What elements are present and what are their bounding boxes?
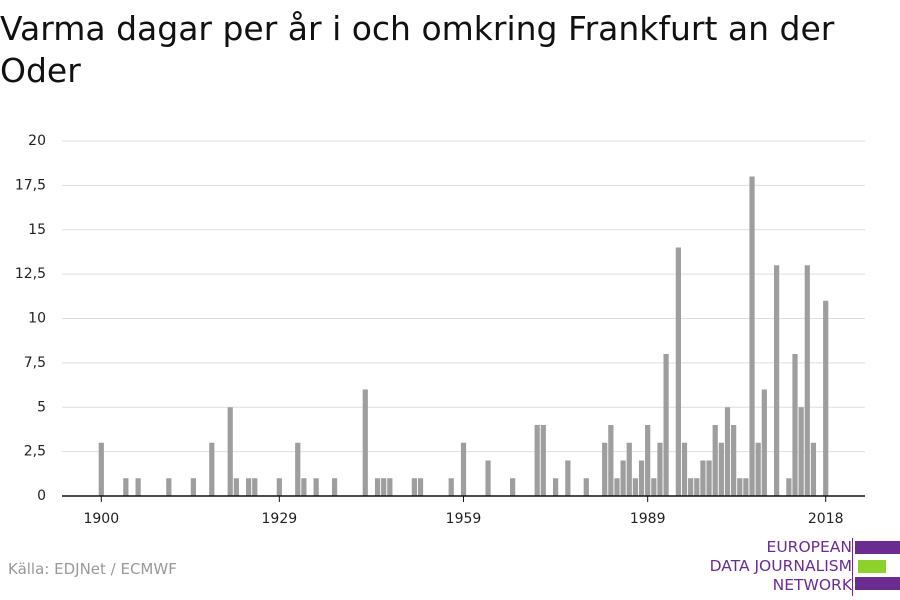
bar: [626, 442, 632, 496]
logo-text: NETWORK: [772, 576, 852, 594]
bar: [761, 389, 767, 496]
bar: [773, 265, 780, 496]
bar: [485, 460, 491, 496]
bar: [246, 478, 252, 496]
bar: [712, 425, 718, 496]
bar: [706, 460, 712, 496]
bar: [233, 478, 239, 496]
logo: EUROPEAN DATA JOURNALISM NETWORK: [700, 538, 900, 596]
bar: [718, 442, 724, 496]
y-tick-label: 0: [37, 488, 46, 504]
bar: [301, 478, 307, 496]
bar: [651, 478, 657, 496]
y-tick-label: 7,5: [24, 355, 46, 371]
bar: [700, 460, 706, 496]
bar: [295, 442, 301, 496]
bar: [663, 354, 669, 496]
y-tick-label: 5: [37, 399, 46, 415]
bar: [510, 478, 516, 496]
bar: [608, 425, 614, 496]
bar: [694, 478, 700, 496]
x-tick-label: 1959: [446, 511, 482, 527]
bar: [583, 478, 589, 496]
chart-title: Varma dagar per år i och omkring Frankfu…: [0, 9, 835, 90]
bar: [135, 478, 141, 496]
bar: [417, 478, 424, 496]
bar: [381, 478, 387, 496]
x-tick-label: 1989: [630, 511, 666, 527]
bar: [632, 478, 639, 496]
bar: [638, 460, 645, 496]
y-tick-label: 10: [28, 311, 46, 327]
bar: [252, 478, 258, 496]
bar: [810, 442, 817, 496]
bar: [602, 442, 608, 496]
bar: [331, 478, 338, 496]
bar: [681, 442, 688, 496]
logo-line: [852, 538, 853, 596]
bar: [737, 478, 743, 496]
logo-bar: [855, 541, 900, 554]
bar: [743, 478, 749, 496]
bar: [792, 354, 798, 496]
bar: [209, 442, 215, 496]
logo-text: DATA JOURNALISM: [709, 557, 852, 575]
bar: [448, 478, 454, 496]
bar: [755, 442, 761, 496]
bar: [552, 478, 559, 496]
source: Källa: EDJNet / ECMWF: [8, 560, 177, 578]
bar: [362, 389, 368, 496]
bar: [731, 425, 737, 496]
y-tick-label: 20: [28, 133, 46, 149]
bar: [534, 425, 540, 496]
bar: [804, 265, 810, 496]
x-tick-label: 1900: [83, 511, 119, 527]
bar: [540, 425, 546, 496]
y-tick-label: 12,5: [15, 266, 46, 282]
bar: [460, 442, 467, 496]
bar: [166, 478, 172, 496]
bar: [749, 176, 755, 496]
bar: [620, 460, 626, 496]
bar: [645, 425, 651, 496]
y-tick-label: 17,5: [15, 177, 46, 193]
bar: [374, 478, 381, 496]
logo-bar: [855, 577, 900, 590]
bar: [675, 247, 681, 496]
bar: [276, 478, 282, 496]
bar: [98, 442, 104, 496]
bar: [798, 407, 804, 496]
bar: [688, 478, 694, 496]
bar: [565, 460, 571, 496]
y-tick-label: 15: [28, 222, 46, 238]
bar: [227, 407, 233, 496]
bar: [411, 478, 417, 496]
x-tick-label: 1929: [262, 511, 298, 527]
bar: [313, 478, 319, 496]
bar: [190, 478, 196, 496]
bar: [123, 478, 129, 496]
bar: [657, 442, 663, 496]
y-tick-label: 2,5: [24, 444, 46, 460]
bar: [724, 407, 731, 496]
logo-text: EUROPEAN: [766, 538, 852, 556]
bar: [614, 478, 620, 496]
bar: [823, 300, 829, 496]
bar: [387, 478, 393, 496]
bar: [786, 478, 792, 496]
logo-bar: [858, 560, 886, 573]
x-tick-label: 2018: [808, 511, 844, 527]
